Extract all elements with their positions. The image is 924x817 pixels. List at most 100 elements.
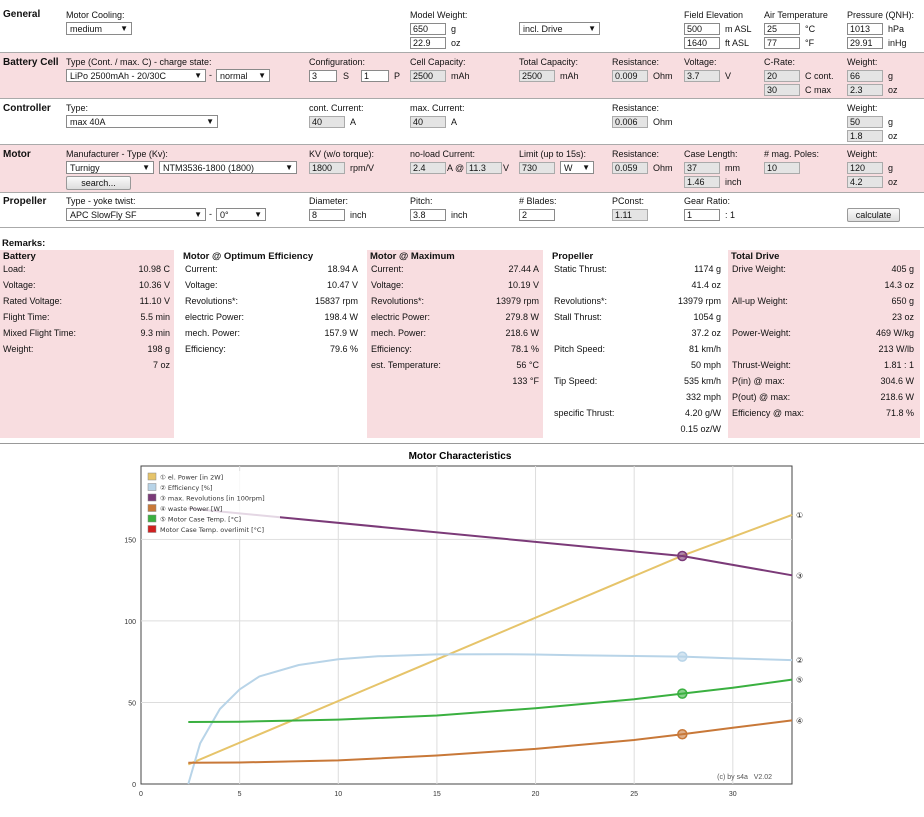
controller-resistance-label: Resistance: — [612, 103, 660, 113]
field-elevation-ft-input[interactable]: 1640 — [684, 37, 720, 49]
chevron-down-icon: ▼ — [194, 210, 202, 219]
pressure-hpa-unit: hPa — [888, 24, 905, 34]
chevron-down-icon: ▼ — [582, 163, 590, 172]
opt-row-value: 15837 rpm — [314, 296, 358, 306]
max-row-label: Current: — [371, 264, 404, 274]
motor-search-button[interactable]: search... — [66, 176, 131, 190]
battery-type-select[interactable]: LiPo 2500mAh - 20/30C ▼ — [66, 69, 206, 82]
pressure-hpa-input[interactable]: 1013 — [847, 23, 883, 35]
opt-row-value: 157.9 W — [324, 328, 358, 338]
case-length-in-unit: inch — [725, 177, 742, 187]
diameter-input[interactable]: 8 — [309, 209, 345, 221]
opt-row-label: mech. Power: — [185, 328, 241, 338]
diameter-label: Diameter: — [309, 196, 349, 206]
opt-row-value: 18.94 A — [327, 264, 358, 274]
prop-row-label: Revolutions*: — [554, 296, 608, 306]
model-weight-oz-input[interactable]: 22.9 — [410, 37, 446, 49]
motor-cooling-label: Motor Cooling: — [66, 10, 125, 20]
total-panel-title: Total Drive — [731, 251, 780, 262]
opt-row-value: 79.6 % — [329, 344, 358, 354]
battery-resistance-label: Resistance: — [612, 57, 660, 67]
battery-dash: - — [209, 70, 212, 80]
y-tick-labels: 0 50 100 150 — [124, 537, 136, 789]
controller-max-current-value: 40 — [410, 116, 446, 128]
prop-row-label: specific Thrust: — [554, 408, 615, 418]
total-row-value: 1.81 : 1 — [883, 360, 914, 370]
max-panel-title: Motor @ Maximum — [370, 251, 455, 262]
prop-row-value: 332 mph — [685, 392, 721, 402]
series-line — [187, 653, 793, 785]
total-row-value: 304.6 W — [880, 376, 914, 386]
pitch-input[interactable]: 3.8 — [410, 209, 446, 221]
no-load-current-value: 2.4 — [410, 162, 446, 174]
motor-weight-g-unit: g — [888, 163, 894, 173]
x-tick-label: 30 — [729, 791, 737, 798]
config-s-unit: S — [343, 71, 350, 81]
legend-swatch — [147, 504, 157, 512]
model-weight-g-input[interactable]: 650 — [410, 23, 446, 35]
pitch-unit: inch — [451, 210, 468, 220]
battery-panel-title: Battery — [3, 251, 36, 262]
optimum-efficiency-panel: Motor @ Optimum Efficiency Current: 18.94 … — [180, 250, 364, 438]
limit-unit-select[interactable]: W ▼ — [560, 161, 594, 174]
operating-point-marker — [677, 550, 688, 562]
air-temperature-c-input[interactable]: 25 — [764, 23, 800, 35]
battery-type-label: Type (Cont. / max. C) - charge state: — [66, 57, 212, 67]
opt-panel-title: Motor @ Optimum Efficiency — [183, 251, 314, 262]
controller-max-current-label: max. Current: — [410, 103, 465, 113]
limit-value: 730 — [519, 162, 555, 174]
motor-type-select[interactable]: NTM3536-1800 (1800) ▼ — [159, 161, 297, 174]
yoke-twist-value: 0° — [220, 210, 229, 220]
prop-row-label: Stall Thrust: — [554, 312, 602, 322]
controller-row: Controller Type: max 40A ▼ cont. Current:… — [0, 98, 924, 144]
general-row: General Motor Cooling: medium ▼ Model Wei… — [0, 0, 924, 52]
air-temperature-f-unit: °F — [805, 38, 815, 48]
model-weight-oz-unit: oz — [451, 38, 461, 48]
gear-ratio-input[interactable]: 1 — [684, 209, 720, 221]
battery-row-label: Flight Time: — [3, 312, 50, 322]
legend-entry: Motor Case Temp. overlimit [°C] — [160, 526, 264, 534]
controller-title: Controller — [3, 103, 51, 114]
battery-row-label: Voltage: — [3, 280, 36, 290]
pressure-inhg-unit: inHg — [888, 38, 907, 48]
kv-unit: rpm/V — [350, 163, 375, 173]
prop-row-label: Static Thrust: — [554, 264, 607, 274]
opt-row-label: Voltage: — [185, 280, 218, 290]
motor-cooling-select[interactable]: medium ▼ — [66, 22, 132, 35]
total-capacity-label: Total Capacity: — [519, 57, 579, 67]
controller-type-label: Type: — [66, 103, 89, 113]
battery-row-value: 5.5 min — [140, 312, 170, 322]
config-s-input[interactable]: 3 — [309, 70, 337, 82]
propeller-type-select[interactable]: APC SlowFly SF ▼ — [66, 208, 206, 221]
limit-label: Limit (up to 15s): — [519, 149, 587, 159]
chevron-down-icon: ▼ — [254, 210, 262, 219]
calculate-button[interactable]: calculate — [847, 208, 900, 222]
drive-mode-value: incl. Drive — [523, 24, 563, 34]
pressure-inhg-input[interactable]: 29.91 — [847, 37, 883, 49]
configuration-label: Configuration: — [309, 57, 366, 67]
c-max-value: 30 — [764, 84, 800, 96]
field-elevation-ft-unit: ft ASL — [725, 38, 750, 48]
legend-swatch — [147, 525, 157, 533]
air-temperature-f-input[interactable]: 77 — [764, 37, 800, 49]
yoke-twist-select[interactable]: 0° ▼ — [216, 208, 266, 221]
motor-manufacturer-select[interactable]: Turnigy ▼ — [66, 161, 154, 174]
mag-poles-value: 10 — [764, 162, 800, 174]
config-p-input[interactable]: 1 — [361, 70, 389, 82]
y-tick-label: 50 — [128, 700, 136, 707]
prop-row-value: 0.15 oz/W — [680, 424, 721, 434]
total-capacity-unit: mAh — [560, 71, 579, 81]
charge-state-select[interactable]: normal ▼ — [216, 69, 270, 82]
chart-credit: (c) by s4a V2.02 — [717, 774, 772, 781]
chart-title: Motor Characteristics — [409, 451, 512, 462]
controller-type-select[interactable]: max 40A ▼ — [66, 115, 218, 128]
field-elevation-m-input[interactable]: 500 — [684, 23, 720, 35]
config-p-unit: P — [394, 71, 401, 81]
total-row-value: 405 g — [891, 264, 914, 274]
max-row-value: 133 °F — [512, 376, 539, 386]
drive-mode-select[interactable]: incl. Drive ▼ — [519, 22, 600, 35]
blades-input[interactable]: 2 — [519, 209, 555, 221]
case-length-mm-value: 37 — [684, 162, 720, 174]
opt-row-value: 10.47 V — [326, 280, 358, 290]
max-row-value: 13979 rpm — [495, 296, 539, 306]
